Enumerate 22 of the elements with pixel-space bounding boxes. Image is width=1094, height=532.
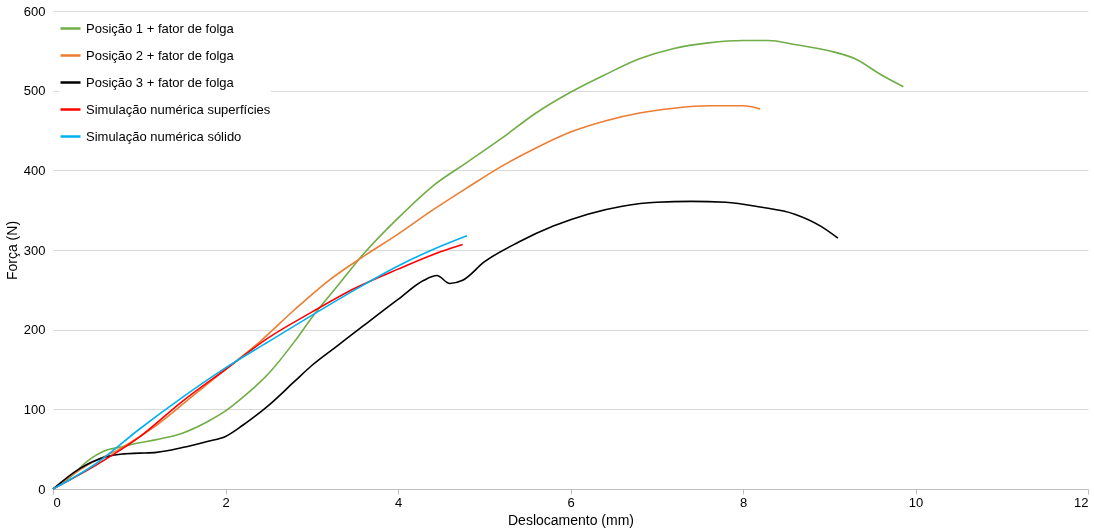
line-series [52, 200, 839, 490]
x-tick-label: 4 [394, 494, 403, 510]
x-axis-title: Deslocamento (mm) [507, 511, 635, 528]
legend-label: Simulação numérica sólido [86, 128, 242, 144]
x-tick-label: 8 [739, 494, 748, 510]
legend-label: Posição 2 + fator de folga [86, 47, 235, 63]
y-tick-label: 500 [23, 83, 46, 99]
x-tick-label: 10 [908, 494, 924, 510]
y-tick-label: 100 [23, 401, 46, 417]
y-tick-label: 200 [23, 322, 46, 338]
x-tick-label: 12 [1074, 494, 1089, 510]
y-tick-label: 300 [23, 242, 46, 258]
x-tick-label: 2 [222, 494, 230, 510]
y-tick-label: 0 [38, 481, 46, 497]
x-tick-label: 6 [567, 494, 575, 510]
legend-label: Posição 3 + fator de folga [86, 74, 235, 90]
legend-label: Simulação numérica superfícies [86, 101, 271, 117]
y-tick-label: 400 [23, 162, 46, 178]
x-tick-label: 0 [53, 494, 61, 510]
y-tick-label: 600 [23, 3, 46, 19]
legend-label: Posição 1 + fator de folga [86, 20, 235, 36]
y-axis-title: Força (N) [3, 220, 20, 281]
